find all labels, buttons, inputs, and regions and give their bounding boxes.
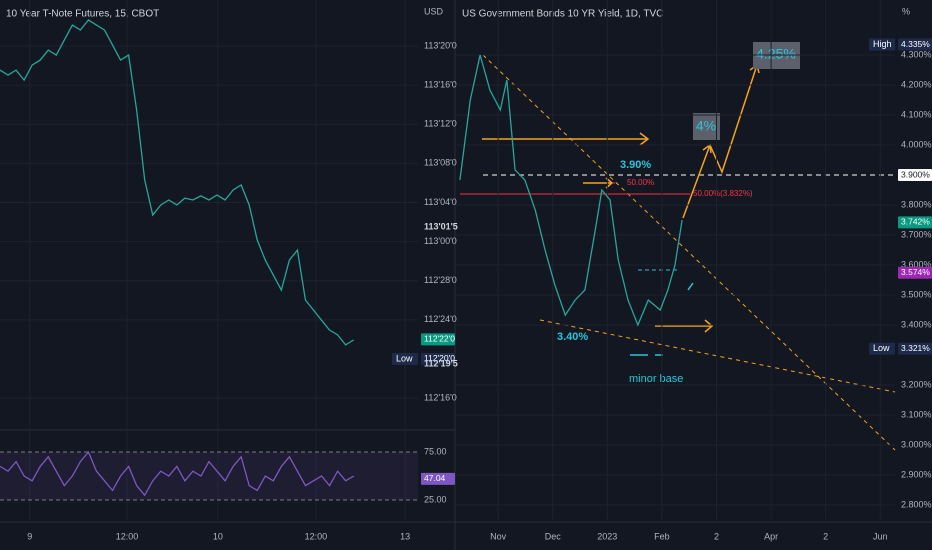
y-tick-label: 4.200% [901, 79, 932, 89]
annotation: 3.90% [620, 159, 651, 171]
y-tick-label: 2.900% [901, 469, 932, 479]
annotation: 3.40% [557, 331, 588, 343]
tag-label: Low [396, 353, 413, 363]
y-tick-label: 113'20'0 [424, 40, 457, 50]
x-tick-label: 2023 [597, 531, 617, 541]
y-tick-label: 3.700% [901, 229, 932, 239]
y-tick-label: 3.600% [901, 259, 932, 269]
tag-label: Low [873, 343, 890, 353]
y-tick-label: 113'08'0 [424, 158, 457, 168]
price-line [0, 19, 355, 346]
price-badge-label: 3.742% [901, 217, 930, 227]
y-tick-label: 3.400% [901, 319, 932, 329]
x-tick-label: 10 [213, 531, 223, 541]
x-tick-label: 13 [400, 531, 410, 541]
y-tick-label: 3.200% [901, 379, 932, 389]
base-mark [687, 282, 694, 291]
tag-badge [869, 342, 895, 355]
y-tick-label: 3.000% [901, 439, 932, 449]
price-badge-label: 3.574% [901, 267, 930, 277]
y-tick-label: 3.800% [901, 199, 932, 209]
y-tick-label: 4.300% [901, 49, 932, 59]
annotation: 4% [696, 118, 716, 134]
price-badge [898, 342, 932, 355]
arrow [655, 319, 714, 333]
y-tick-label: 113'00'0 [424, 236, 457, 246]
y-tick-label: 3.100% [901, 409, 932, 419]
x-tick-label: 2 [823, 531, 828, 541]
x-tick-label: Nov [490, 531, 507, 541]
annotation-box [693, 113, 720, 140]
annotation: 4.25% [756, 46, 796, 62]
annotation: 50.00% [627, 178, 654, 187]
x-tick-label: 9 [27, 531, 32, 541]
arrow [482, 132, 650, 146]
x-tick-label: 12:00 [305, 531, 328, 541]
left-title: 10 Year T-Note Futures, 15, CBOT [6, 9, 159, 20]
y-tick-label: 4.000% [901, 139, 932, 149]
y-tick-label: 113'04'0 [424, 197, 457, 207]
price-badge [898, 169, 932, 181]
y-tick-label: 75.00 [424, 446, 447, 456]
price-badge-label: 112'22'0 [424, 334, 455, 344]
price-badge-label: 4.335% [901, 39, 930, 49]
price-label: 113'01'5 [424, 221, 458, 231]
tag-badge [392, 352, 418, 365]
x-tick-label: Apr [764, 531, 778, 541]
price-badge [898, 38, 932, 51]
annotation: 50.00%(3.832%) [693, 189, 753, 198]
price-badge-label: 47.04 [424, 473, 446, 483]
price-line [0, 450, 355, 497]
price-label: 112'19'5 [424, 358, 458, 368]
rsi-band [0, 452, 418, 501]
right-title: US Government Bonds 10 YR Yield, 1D, TVC [462, 9, 663, 20]
x-tick-label: 12:00 [116, 531, 139, 541]
price-badge [898, 266, 932, 279]
trend-line [482, 54, 896, 451]
x-tick-label: Dec [545, 531, 562, 541]
y-tick-label: 113'16'0 [424, 79, 457, 89]
y-tick-label: 25.00 [424, 494, 447, 504]
price-badge-label: 3.900% [901, 169, 930, 179]
y-tick-label: 3.500% [901, 289, 932, 299]
price-line [459, 54, 683, 327]
price-badge-label: 3.321% [901, 343, 930, 353]
y-tick-label: 4.100% [901, 109, 932, 119]
price-badge [421, 352, 455, 365]
price-badge-label: 112'20'0 [424, 353, 455, 363]
price-badge [421, 472, 455, 485]
x-tick-label: Jun [873, 531, 888, 541]
annotation: minor base [629, 373, 683, 385]
y-tick-label: 112'16'0 [424, 392, 457, 402]
axis-unit: USD [424, 6, 444, 16]
x-tick-label: Feb [654, 531, 670, 541]
tag-badge [869, 38, 895, 51]
y-tick-label: 112'24'0 [424, 314, 457, 324]
x-tick-label: 2 [714, 531, 719, 541]
axis-unit: % [902, 6, 910, 16]
price-badge [421, 333, 455, 346]
y-tick-label: 2.800% [901, 499, 932, 509]
tag-label: High [873, 39, 892, 49]
y-tick-label: 113'12'0 [424, 119, 457, 129]
y-tick-label: 112'28'0 [424, 275, 457, 285]
price-badge [898, 216, 932, 229]
